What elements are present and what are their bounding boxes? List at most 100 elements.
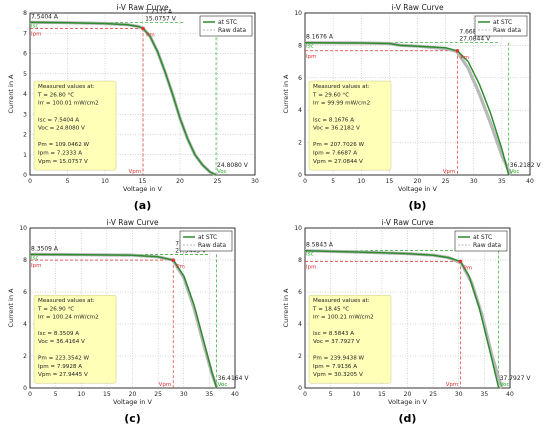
ipm-value-label: 7.2333 A	[145, 8, 173, 15]
y-tick-label: 6	[23, 51, 27, 58]
x-tick-label: 15	[139, 178, 147, 185]
legend-label-at-stc: at STC	[493, 19, 512, 26]
info-box-line: T = 26.90 °C	[37, 306, 74, 312]
info-box-line: Voc = 36.2182 V	[313, 126, 360, 132]
ipm-marker-label: Ipm	[31, 263, 41, 269]
x-tick-label: 30	[455, 391, 463, 398]
x-tick-label: 5	[331, 178, 335, 185]
pm-marker	[458, 259, 463, 264]
y-tick-label: 6	[298, 289, 302, 296]
info-box-line: T = 26.80 °C	[37, 92, 74, 98]
y-tick-label: 6	[23, 289, 27, 296]
info-box-line: Pm = 223.3542 W	[38, 356, 90, 362]
measurement-info-box	[33, 294, 117, 384]
x-axis-label: Voltage in V	[123, 185, 162, 193]
x-tick-label: 5	[54, 391, 58, 398]
x-tick-label: 35	[498, 178, 506, 185]
chart-panel-b: i-V Raw Curve 0 5 10 15 20 25 30 35 40 0 2 4 6 8 10 Volt…	[282, 3, 542, 212]
ipm-marker-label: Ipm	[31, 32, 41, 38]
voc-value-label: 36.2182 V	[510, 162, 542, 169]
x-tick-label: 10	[101, 178, 109, 185]
voc-marker-label: Voc	[500, 382, 510, 388]
x-tick-label: 20	[414, 178, 422, 185]
x-tick-label: 35	[481, 391, 489, 398]
y-tick-label: 8	[23, 257, 27, 264]
series-line-at-stc	[304, 41, 510, 176]
info-box-line: T = 18.45 °C	[312, 306, 349, 312]
y-tick-label: 10	[294, 10, 302, 17]
info-box-line: Isc = 7.5404 A	[38, 117, 79, 123]
x-tick-label: 20	[176, 178, 184, 185]
vpm-marker-label: Vpm	[443, 169, 456, 175]
y-tick-label: 3	[23, 111, 27, 118]
x-tick-label: 0	[28, 391, 32, 398]
x-axis-label: Voltage in V	[113, 398, 152, 406]
x-tick-label: 30	[251, 178, 259, 185]
ipm-value-label: 7.6687 A	[459, 29, 487, 36]
y-axis-label: Current in A	[7, 288, 15, 327]
pm-marker-label: Pm	[460, 55, 469, 61]
x-tick-label: 35	[206, 391, 214, 398]
vpm-marker-label: Vpm	[446, 382, 459, 388]
y-tick-label: 10	[19, 225, 27, 232]
y-tick-label: 0	[23, 385, 27, 392]
legend-label-at-stc: at STC	[473, 234, 492, 241]
info-box-line: Vpm = 27.9445 V	[38, 372, 88, 378]
x-tick-label: 10	[357, 178, 365, 185]
info-box-line: T = 29.60 °C	[312, 92, 349, 98]
chart-title: i-V Raw Curve	[116, 3, 169, 12]
info-box-line: Ipm = 7.6687 A	[313, 151, 357, 157]
y-tick-label: 8	[298, 257, 302, 264]
isc-value-label: 8.1676 A	[306, 34, 334, 41]
voc-marker-label: Voc	[510, 169, 520, 175]
isc-marker-label: Isc	[31, 23, 39, 29]
y-tick-label: 4	[23, 321, 27, 328]
measurement-info-box	[33, 80, 117, 171]
voc-marker-label: Voc	[217, 169, 227, 175]
vpm-value-label: 15.0757 V	[145, 15, 177, 22]
vpm-marker-label: Vpm	[128, 169, 141, 175]
chart-panel-d: i-V Raw Curve 0 5 10 15 20 25 30 35 40 0 2 4 6 8 10 Volt…	[282, 218, 531, 425]
info-box-line: Irr = 100.21 mW/cm2	[313, 315, 374, 321]
series-line-at-stc	[304, 249, 500, 389]
x-tick-label: 15	[378, 391, 386, 398]
series-line-at-stc	[29, 21, 217, 176]
x-axis-label: Voltage in V	[388, 398, 427, 406]
x-tick-label: 5	[329, 391, 333, 398]
y-tick-label: 1	[23, 152, 27, 159]
info-box-line: Isc = 8.1676 A	[313, 117, 354, 123]
x-tick-label: 0	[303, 391, 307, 398]
info-box-line: Isc = 8.5843 A	[313, 331, 354, 337]
pm-marker	[141, 26, 145, 31]
chart-panel-c: i-V Raw Curve 0 5 10 15 20 25 30 35 40 0 2 4 6 8 10 Volt…	[7, 218, 249, 425]
y-tick-label: 2	[23, 132, 27, 139]
panel-label: (a)	[134, 199, 151, 212]
info-box-line: Measured values at:	[38, 84, 95, 90]
chart-title: i-V Raw Curve	[106, 218, 159, 227]
x-tick-label: 0	[28, 178, 32, 185]
voc-marker-label: Voc	[218, 382, 228, 388]
y-tick-label: 0	[23, 172, 27, 179]
series-line-at-stc	[29, 253, 218, 389]
info-box-line: Pm = 239.9438 W	[313, 356, 365, 362]
vpm-value-label: 27.0844 V	[459, 36, 491, 43]
isc-marker-label: Isc	[306, 44, 314, 50]
legend-label-raw-data: Raw data	[198, 242, 226, 249]
x-tick-label: 10	[352, 391, 360, 398]
legend-box	[474, 15, 528, 37]
legend-label-at-stc: at STC	[218, 19, 237, 26]
ipm-marker-label: Ipm	[306, 54, 316, 60]
measurement-info-box	[308, 80, 392, 171]
x-tick-label: 0	[303, 178, 307, 185]
x-axis-label: Voltage in V	[398, 185, 437, 193]
y-axis-label: Current in A	[282, 288, 290, 327]
pm-marker-label: Pm	[176, 264, 185, 270]
y-tick-label: 2	[298, 140, 302, 147]
x-tick-label: 25	[442, 178, 450, 185]
x-tick-label: 40	[231, 391, 239, 398]
y-tick-label: 4	[23, 91, 27, 98]
chart-title: i-V Raw Curve	[391, 3, 444, 12]
isc-value-label: 8.5843 A	[306, 242, 334, 249]
x-tick-label: 25	[429, 391, 437, 398]
panel-label: (c)	[124, 412, 141, 425]
